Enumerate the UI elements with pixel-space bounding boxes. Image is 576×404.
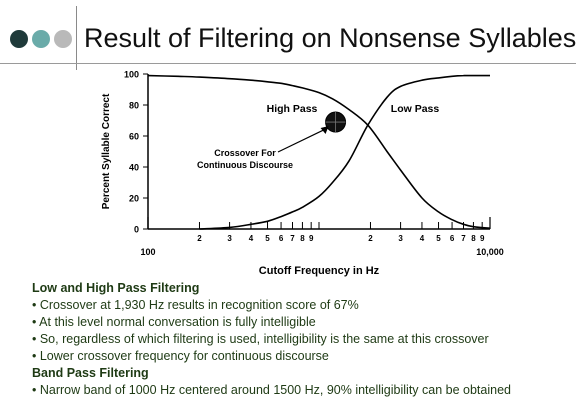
heading-band-pass: Band Pass Filtering [32, 366, 149, 380]
x-minor-tick-label: 6 [279, 234, 284, 243]
x-major-tick-label: 10,000 [476, 247, 504, 257]
heading-low-high-pass: Low and High Pass Filtering [32, 281, 200, 295]
bullet-lower-crossover: • Lower crossover frequency for continuo… [32, 349, 329, 363]
bullet-crossover: • Crossover at 1,930 Hz results in recog… [32, 298, 359, 312]
low-pass-label: Low Pass [391, 103, 440, 115]
bullet-conversation: • At this level normal conversation is f… [32, 315, 316, 329]
bullet-same-intelligibility: • So, regardless of which filtering is u… [32, 332, 489, 346]
dark-teal-dot [10, 30, 28, 48]
x-minor-tick-label: 5 [265, 234, 270, 243]
slide-title: Result of Filtering on Nonsense Syllable… [84, 23, 576, 53]
x-minor-tick-label: 2 [197, 234, 202, 243]
crossover-arrow [277, 127, 328, 153]
crossover-arrowhead [320, 126, 329, 135]
x-minor-tick-label: 7 [290, 234, 295, 243]
x-minor-tick-label: 8 [300, 234, 305, 243]
crossover-label-line1: Crossover For [214, 148, 276, 158]
bullet-narrow-band: • Narrow band of 1000 Hz centered around… [32, 383, 511, 397]
crossover-label-line2: Continuous Discourse [197, 160, 293, 170]
x-minor-tick-label: 7 [461, 234, 466, 243]
y-tick-label: 80 [129, 101, 139, 111]
x-minor-tick-label: 6 [450, 234, 455, 243]
x-minor-tick-label: 3 [398, 234, 403, 243]
x-minor-tick-label: 2 [368, 234, 373, 243]
y-axis-label: Percent Syllable Correct [101, 93, 112, 209]
decorative-dots [10, 30, 72, 50]
x-minor-tick-label: 4 [420, 234, 425, 243]
y-tick-label: 60 [129, 132, 139, 142]
x-minor-tick-label: 9 [309, 234, 314, 243]
x-minor-tick-label: 4 [249, 234, 254, 243]
bullet-text: Low and High Pass Filtering • Crossover … [32, 280, 572, 399]
title-divider-vertical [76, 6, 77, 70]
x-axis-label: Cutoff Frequency in Hz [259, 265, 380, 277]
x-minor-tick-label: 5 [436, 234, 441, 243]
gray-dot [54, 30, 72, 48]
low-pass-curve [199, 74, 490, 230]
y-tick-label: 0 [134, 225, 139, 235]
y-tick-label: 20 [129, 194, 139, 204]
x-minor-tick-label: 8 [471, 234, 476, 243]
teal-dot [32, 30, 50, 48]
high-pass-curve [147, 74, 491, 229]
x-minor-tick-label: 9 [480, 234, 485, 243]
x-minor-tick-label: 3 [227, 234, 232, 243]
title-divider-horizontal [0, 63, 576, 64]
y-tick-label: 100 [124, 70, 139, 80]
y-tick-label: 40 [129, 163, 139, 173]
x-major-tick-label: 100 [140, 247, 155, 257]
high-pass-label: High Pass [267, 103, 318, 115]
